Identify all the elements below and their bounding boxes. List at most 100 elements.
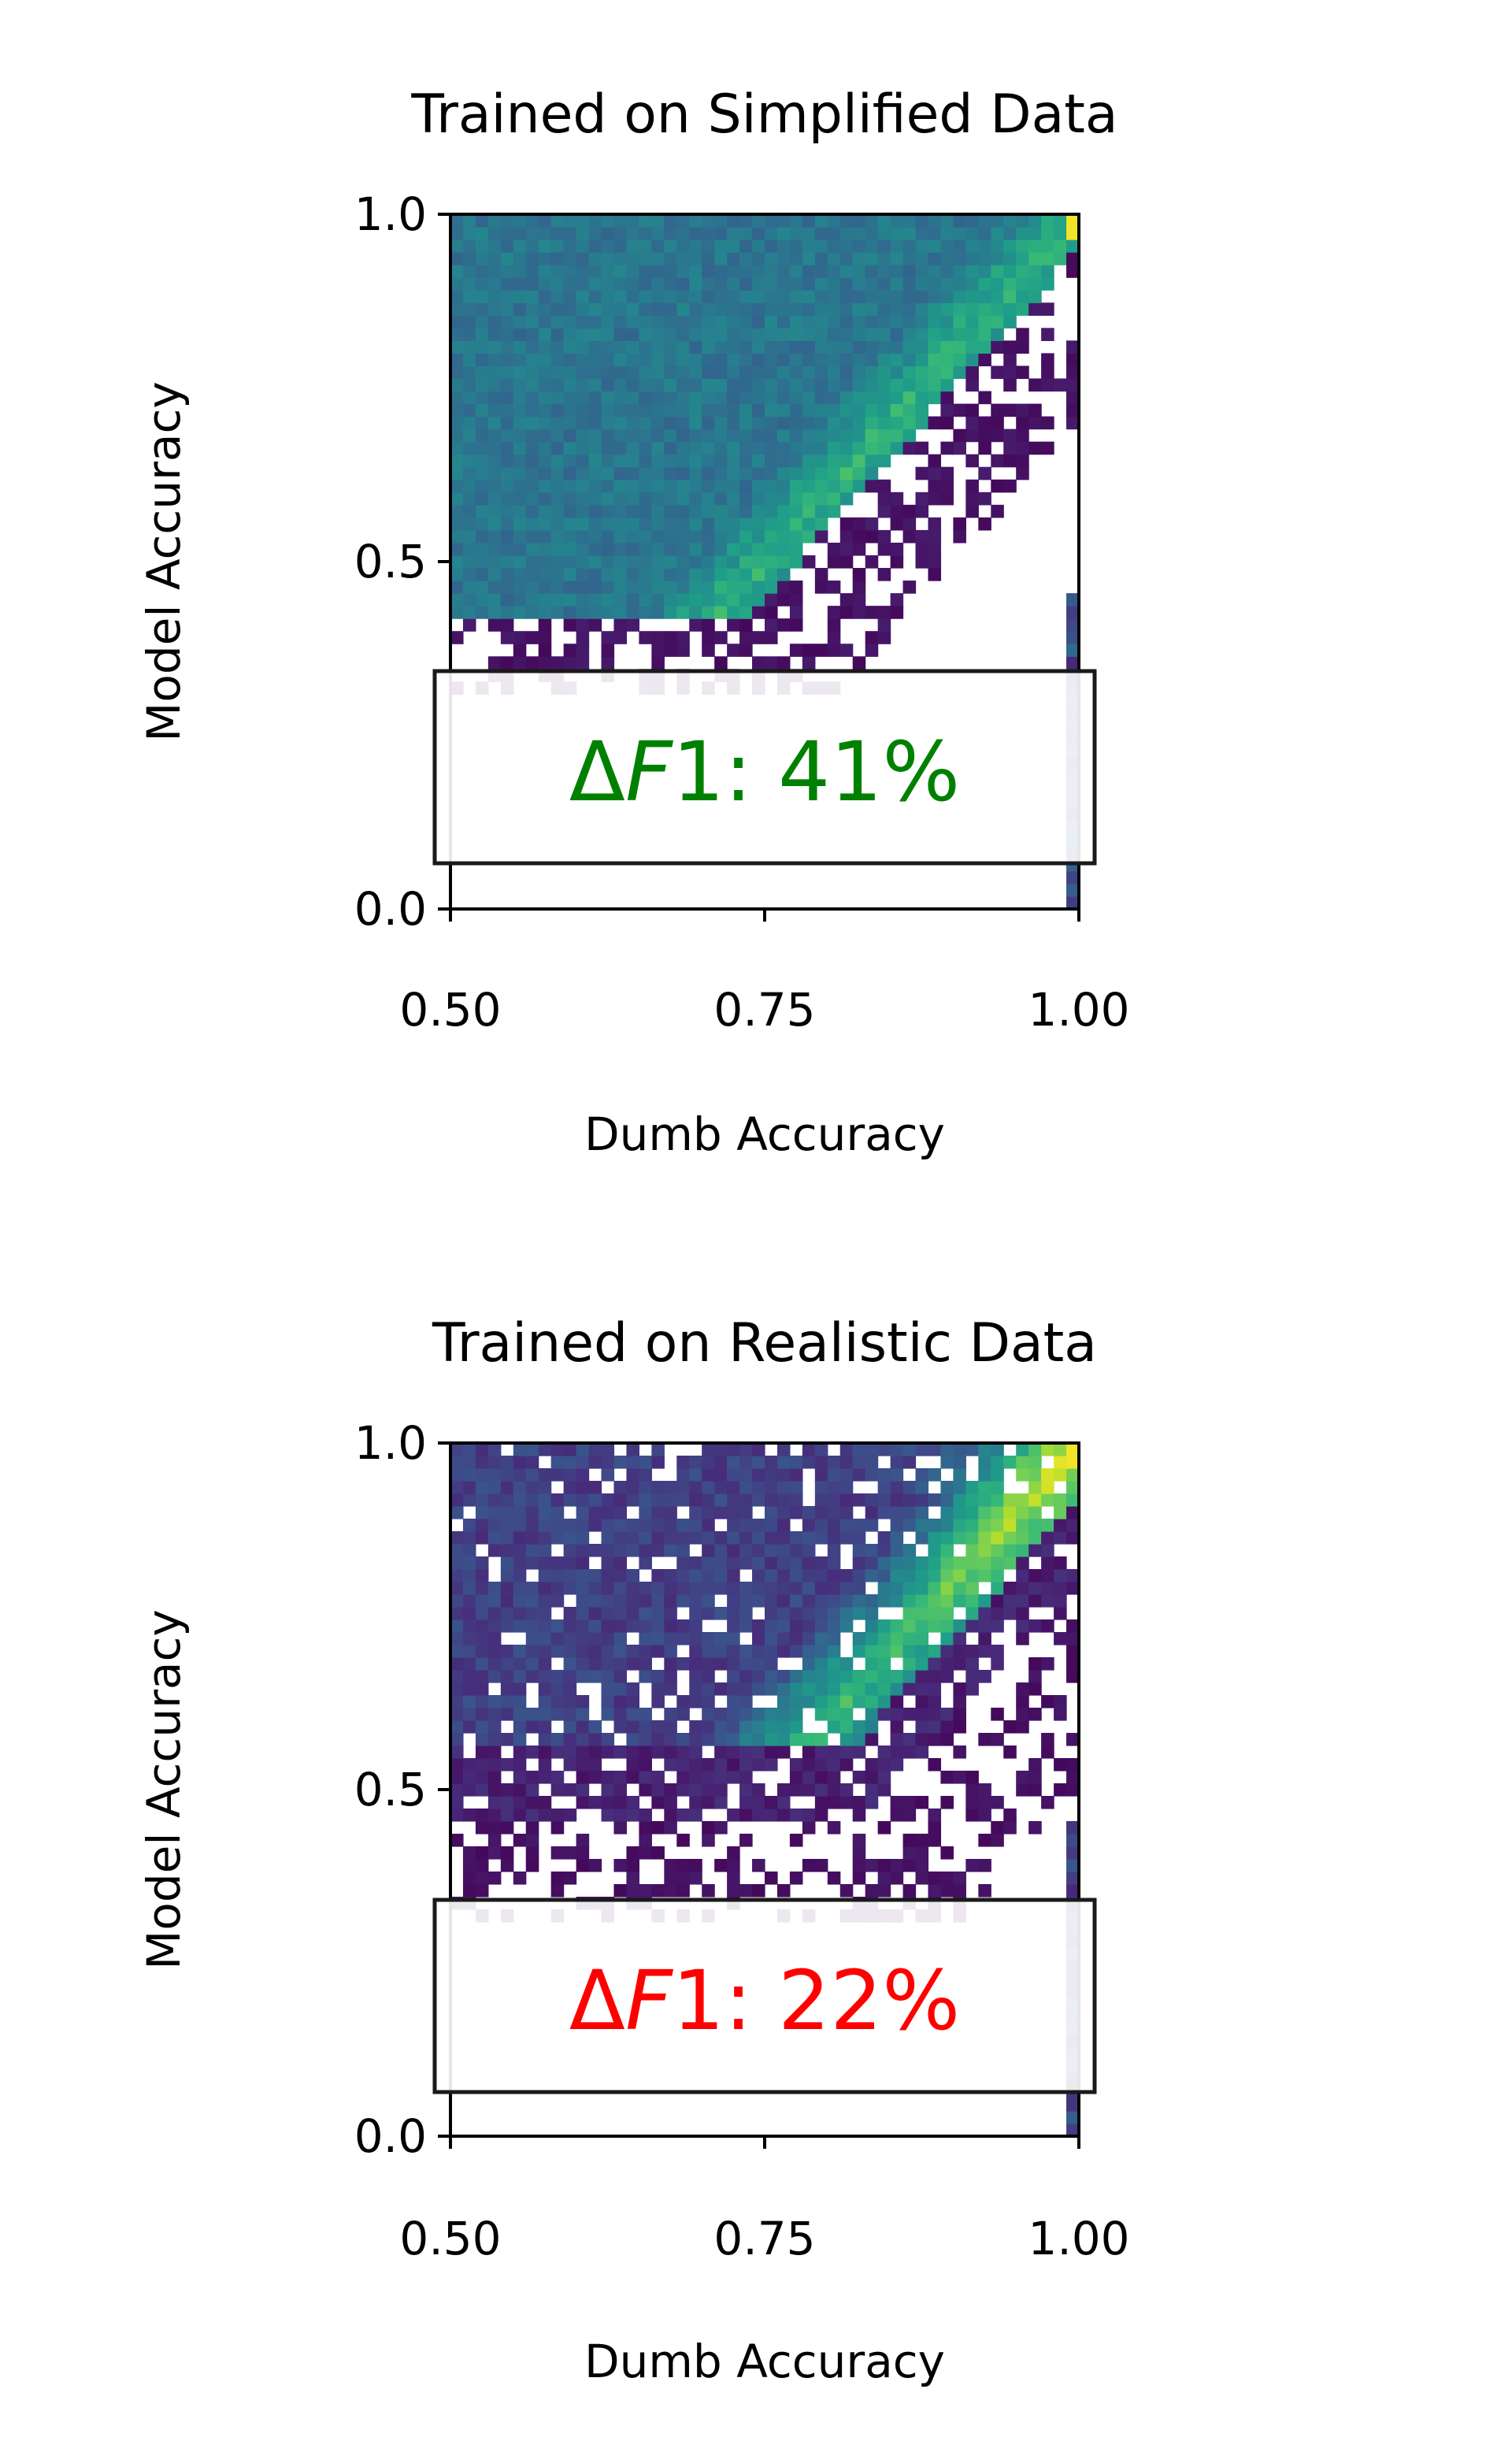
heatmap-cell (651, 1670, 665, 1683)
heatmap-cell (714, 1720, 728, 1734)
heatmap-cell (714, 239, 728, 253)
heatmap-cell (525, 479, 539, 493)
heatmap-cell (865, 428, 879, 443)
heatmap-cell (865, 1493, 879, 1507)
heatmap-cell (538, 1758, 552, 1771)
heatmap-cell (450, 416, 464, 430)
heatmap-cell (965, 1645, 979, 1658)
heatmap-cell (1066, 631, 1080, 644)
heatmap-cell (538, 1582, 552, 1595)
heatmap-cell (487, 1872, 502, 1885)
heatmap-cell (789, 1556, 803, 1570)
heatmap-cell (890, 365, 904, 380)
heatmap-cell (953, 365, 966, 380)
heatmap-cell (676, 529, 690, 543)
heatmap-cell (802, 1619, 816, 1633)
heatmap-cell (915, 1670, 929, 1683)
heatmap-cell (702, 555, 715, 569)
heatmap-cell (462, 227, 476, 240)
heatmap-cell (576, 1493, 590, 1507)
heatmap-cell (626, 1519, 639, 1532)
heatmap-cell (563, 315, 577, 328)
heatmap-cell (789, 479, 803, 493)
heatmap-cell (601, 581, 615, 594)
heatmap-cell (613, 454, 628, 468)
heatmap-cell (563, 606, 577, 619)
heatmap-cell (513, 1443, 527, 1456)
heatmap-cell (739, 504, 753, 518)
heatmap-cell (702, 593, 715, 607)
heatmap-cell (601, 1594, 615, 1608)
heatmap-cell (525, 391, 539, 405)
heatmap-cell (1041, 1519, 1054, 1532)
heatmap-cell (1066, 1519, 1080, 1532)
heatmap-cell (475, 328, 489, 341)
heatmap-cell (676, 1859, 690, 1872)
heatmap-cell (940, 1645, 954, 1658)
heatmap-cell (513, 568, 527, 581)
heatmap-cell (702, 1720, 715, 1734)
heatmap-cell (500, 1682, 514, 1696)
heatmap-cell (538, 1481, 552, 1494)
heatmap-cell (513, 1556, 527, 1570)
heatmap-cell (852, 378, 866, 392)
heatmap-cell (839, 593, 854, 607)
heatmap-cell (664, 1645, 677, 1658)
heatmap-cell (814, 1632, 828, 1645)
heatmap-cell (513, 454, 527, 468)
heatmap-cell (839, 1506, 854, 1519)
heatmap-cell (865, 1758, 879, 1771)
heatmap-cell (576, 1708, 590, 1721)
heatmap-cell (978, 353, 991, 367)
heatmap-cell (1016, 252, 1029, 265)
heatmap-cell (500, 378, 514, 392)
heatmap-cell (852, 227, 866, 240)
heatmap-cell (588, 290, 602, 303)
heatmap-cell (865, 365, 879, 380)
heatmap-cell (538, 277, 552, 291)
heatmap-cell (789, 378, 803, 392)
heatmap-cell (714, 1493, 728, 1507)
heatmap-cell (550, 517, 565, 531)
heatmap-cell (651, 1607, 665, 1620)
heatmap-cell (839, 315, 854, 328)
heatmap-cell (550, 1569, 565, 1582)
heatmap-cell (576, 340, 590, 354)
heatmap-cell (538, 466, 552, 480)
heatmap-cell (487, 1619, 502, 1633)
heatmap-cell (965, 504, 979, 518)
heatmap-cell (500, 1821, 514, 1834)
heatmap-cell (626, 504, 639, 518)
heatmap-cell (576, 1720, 590, 1734)
heatmap-cell (978, 340, 991, 354)
heatmap-cell (450, 315, 464, 328)
heatmap-cell (978, 302, 991, 316)
heatmap-cell (563, 593, 577, 607)
heatmap-cell (664, 466, 677, 480)
heatmap-cell (462, 239, 476, 253)
heatmap-cell (991, 1531, 1004, 1545)
heatmap-cell (991, 1556, 1004, 1570)
heatmap-cell (487, 277, 502, 291)
heatmap-cell (689, 517, 702, 531)
heatmap-cell (827, 1619, 841, 1633)
heatmap-cell (839, 1468, 854, 1482)
heatmap-cell (814, 1556, 828, 1570)
heatmap-cell (902, 504, 917, 518)
heatmap-cell (689, 391, 702, 405)
heatmap-cell (802, 1519, 816, 1532)
heatmap-cell (462, 1771, 476, 1784)
heatmap-cell (613, 593, 628, 607)
heatmap-cell (789, 1771, 803, 1784)
heatmap-cell (500, 353, 514, 367)
heatmap-cell (538, 227, 552, 240)
heatmap-cell (487, 466, 502, 480)
heatmap-cell (513, 1670, 527, 1683)
heatmap-cell (550, 1645, 565, 1658)
heatmap-cell (576, 1758, 590, 1771)
x-axis-label: Dumb Accuracy (584, 2335, 945, 2388)
heatmap-cell (702, 568, 715, 581)
heatmap-cell (915, 1695, 929, 1708)
heatmap-cell (776, 1481, 791, 1494)
heatmap-cell (450, 1556, 464, 1570)
